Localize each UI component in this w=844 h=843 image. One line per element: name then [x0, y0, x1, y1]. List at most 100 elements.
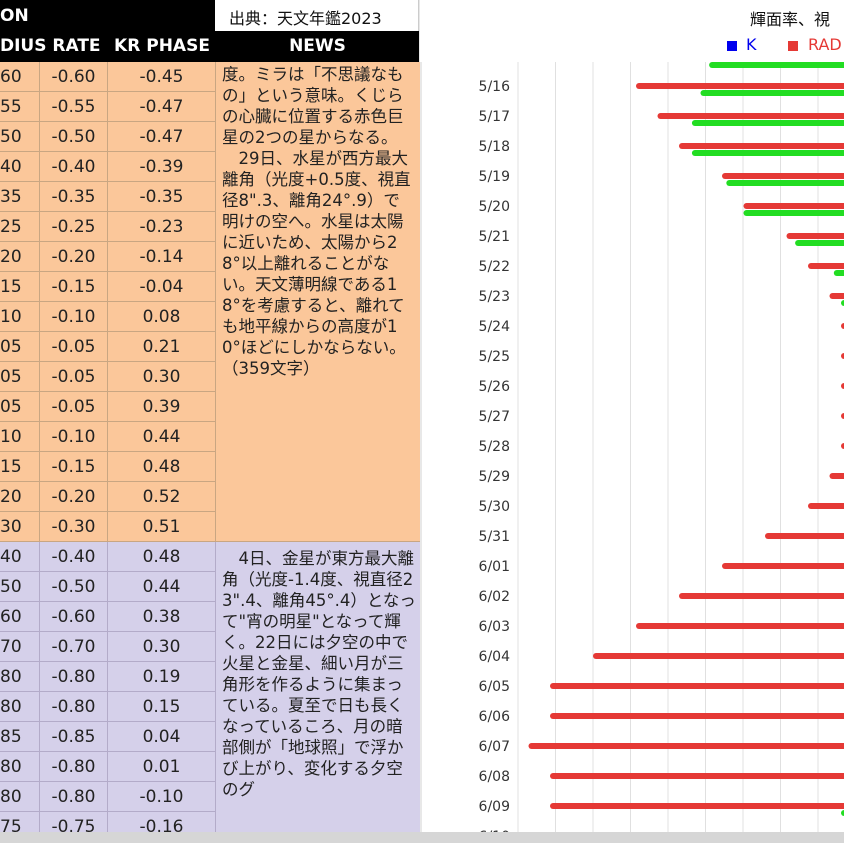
radius-rate-cell[interactable]: -0.35: [40, 182, 108, 212]
radius-rate-cell[interactable]: -0.05: [40, 332, 108, 362]
column-header-kr-phase[interactable]: KR PHASE: [108, 31, 216, 62]
radius-partial-cell[interactable]: 30: [0, 512, 40, 542]
radius-partial-cell[interactable]: 20: [0, 242, 40, 272]
radius-rate-cell[interactable]: -0.25: [40, 212, 108, 242]
radius-partial-cell[interactable]: 60: [0, 62, 40, 92]
group-label: ON: [0, 6, 29, 26]
kr-phase-cell[interactable]: -0.10: [108, 782, 216, 812]
radius-partial-cell[interactable]: 50: [0, 572, 40, 602]
column-header-radius-rate[interactable]: DIUS RATE: [0, 31, 108, 62]
kr-phase-cell[interactable]: 0.52: [108, 482, 216, 512]
radius-partial-cell[interactable]: 50: [0, 122, 40, 152]
kr-phase-cell[interactable]: -0.04: [108, 272, 216, 302]
kr-phase-cell[interactable]: -0.47: [108, 92, 216, 122]
radius-rate-cell[interactable]: -0.50: [40, 122, 108, 152]
date-tick-label: 6/03: [479, 619, 510, 635]
kr-phase-cell[interactable]: 0.19: [108, 662, 216, 692]
legend-k-swatch: [727, 41, 737, 51]
kr-phase-cell[interactable]: -0.14: [108, 242, 216, 272]
kr-phase-cell[interactable]: -0.45: [108, 62, 216, 92]
radius-rate-cell[interactable]: -0.15: [40, 452, 108, 482]
radius-partial-cell[interactable]: 75: [0, 812, 40, 832]
news-june: 4日、金星が東方最大離角（光度-1.4度、視直径23".4、離角45°.4）とな…: [216, 542, 420, 832]
radius-partial-cell[interactable]: 80: [0, 782, 40, 812]
radius-rate-cell[interactable]: -0.85: [40, 722, 108, 752]
radius-rate-cell[interactable]: -0.80: [40, 662, 108, 692]
radius-rate-cell[interactable]: -0.80: [40, 782, 108, 812]
radius-partial-cell[interactable]: 40: [0, 542, 40, 572]
kr-phase-cell[interactable]: 0.04: [108, 722, 216, 752]
radius-partial-cell[interactable]: 10: [0, 302, 40, 332]
radius-partial-cell[interactable]: 25: [0, 212, 40, 242]
date-tick-label: 5/18: [479, 139, 510, 155]
radius-partial-cell[interactable]: 10: [0, 422, 40, 452]
table-body: 60 -0.60 -0.45 55 -0.55 -0.47 50 -0.50 -0.47 40 -0…: [0, 62, 420, 832]
radius-partial-cell[interactable]: 80: [0, 662, 40, 692]
kr-phase-cell[interactable]: 0.44: [108, 422, 216, 452]
date-tick-label: 6/07: [479, 739, 510, 755]
date-tick-label: 6/06: [479, 709, 511, 725]
horizontal-scrollbar[interactable]: [0, 832, 844, 843]
radius-rate-cell[interactable]: -0.15: [40, 272, 108, 302]
radius-partial-cell[interactable]: 85: [0, 722, 40, 752]
radius-partial-cell[interactable]: 15: [0, 452, 40, 482]
date-tick-label: 5/29: [479, 469, 510, 485]
radius-partial-cell[interactable]: 60: [0, 602, 40, 632]
radius-rate-cell[interactable]: -0.80: [40, 692, 108, 722]
radius-rate-cell[interactable]: -0.70: [40, 632, 108, 662]
radius-rate-cell[interactable]: -0.05: [40, 362, 108, 392]
source-text: 出典：天文年鑑2023: [229, 9, 382, 28]
radius-partial-cell[interactable]: 05: [0, 362, 40, 392]
date-tick-label: 5/23: [479, 289, 510, 305]
kr-phase-cell[interactable]: 0.30: [108, 632, 216, 662]
radius-rate-cell[interactable]: -0.55: [40, 92, 108, 122]
chart-caption: 輝面率、視: [420, 0, 844, 31]
radius-rate-cell[interactable]: -0.20: [40, 482, 108, 512]
date-tick-label: 5/22: [479, 259, 510, 275]
kr-phase-cell[interactable]: -0.35: [108, 182, 216, 212]
radius-partial-cell[interactable]: 20: [0, 482, 40, 512]
kr-phase-cell[interactable]: 0.21: [108, 332, 216, 362]
date-tick-label: 6/01: [479, 559, 510, 575]
chart-caption-text: 輝面率、視: [750, 10, 831, 29]
radius-partial-cell[interactable]: 80: [0, 692, 40, 722]
radius-rate-cell[interactable]: -0.40: [40, 152, 108, 182]
date-tick-label: 5/17: [479, 109, 510, 125]
kr-phase-cell[interactable]: 0.08: [108, 302, 216, 332]
kr-phase-cell[interactable]: 0.39: [108, 392, 216, 422]
radius-rate-cell[interactable]: -0.75: [40, 812, 108, 832]
radius-partial-cell[interactable]: 70: [0, 632, 40, 662]
kr-phase-cell[interactable]: 0.15: [108, 692, 216, 722]
kr-phase-cell[interactable]: 0.51: [108, 512, 216, 542]
kr-phase-cell[interactable]: -0.47: [108, 122, 216, 152]
kr-phase-cell[interactable]: -0.23: [108, 212, 216, 242]
kr-phase-cell[interactable]: 0.30: [108, 362, 216, 392]
radius-rate-cell[interactable]: -0.50: [40, 572, 108, 602]
date-tick-label: 6/08: [479, 769, 510, 785]
radius-rate-cell[interactable]: -0.80: [40, 752, 108, 782]
radius-rate-cell[interactable]: -0.10: [40, 302, 108, 332]
kr-phase-cell[interactable]: -0.39: [108, 152, 216, 182]
kr-phase-cell[interactable]: 0.01: [108, 752, 216, 782]
kr-phase-cell[interactable]: 0.44: [108, 572, 216, 602]
radius-partial-cell[interactable]: 35: [0, 182, 40, 212]
kr-phase-cell[interactable]: 0.48: [108, 452, 216, 482]
kr-phase-cell[interactable]: 0.48: [108, 542, 216, 572]
radius-partial-cell[interactable]: 15: [0, 272, 40, 302]
radius-partial-cell[interactable]: 05: [0, 332, 40, 362]
radius-rate-cell[interactable]: -0.40: [40, 542, 108, 572]
radius-rate-cell[interactable]: -0.60: [40, 62, 108, 92]
radius-rate-cell[interactable]: -0.60: [40, 602, 108, 632]
radius-partial-cell[interactable]: 80: [0, 752, 40, 782]
radius-rate-cell[interactable]: -0.10: [40, 422, 108, 452]
kr-phase-cell[interactable]: -0.16: [108, 812, 216, 832]
radius-partial-cell[interactable]: 05: [0, 392, 40, 422]
date-tick-label: 6/10: [479, 829, 510, 832]
column-header-news[interactable]: NEWS: [216, 31, 419, 62]
radius-rate-cell[interactable]: -0.30: [40, 512, 108, 542]
radius-rate-cell[interactable]: -0.20: [40, 242, 108, 272]
radius-partial-cell[interactable]: 55: [0, 92, 40, 122]
kr-phase-cell[interactable]: 0.38: [108, 602, 216, 632]
radius-partial-cell[interactable]: 40: [0, 152, 40, 182]
radius-rate-cell[interactable]: -0.05: [40, 392, 108, 422]
